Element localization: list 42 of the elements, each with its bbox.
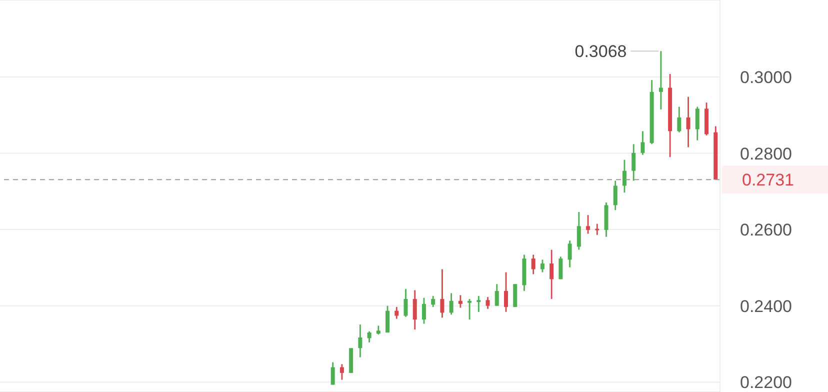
candlestick: [640, 130, 645, 156]
candlestick: [504, 272, 508, 313]
candlestick: [367, 330, 372, 344]
candlestick: [658, 50, 663, 110]
candlestick: [486, 296, 490, 310]
y-tick-label: 0.2200: [740, 373, 792, 392]
candlestick: [440, 268, 444, 318]
candlestick: [613, 180, 618, 211]
candlestick: [404, 288, 408, 318]
candlestick: [449, 292, 454, 316]
candlestick: [695, 106, 700, 142]
candlestick: [622, 159, 626, 194]
candlestick: [358, 324, 362, 358]
y-tick-label: 0.2600: [740, 220, 792, 240]
candlestick: [632, 143, 636, 182]
y-tick-label: 0.3000: [740, 68, 792, 88]
candlestick: [458, 294, 462, 308]
candlestick: [595, 223, 600, 236]
candlestick: [558, 256, 563, 280]
candlestick: [386, 305, 390, 334]
candlestick: [586, 214, 590, 234]
candlestick: [422, 297, 426, 324]
candlestick: [531, 254, 536, 275]
candlestick: [412, 289, 417, 330]
y-tick-label: 0.2800: [740, 144, 792, 164]
candlestick: [340, 363, 344, 380]
candlestick: [576, 211, 581, 250]
candlestick: [550, 249, 554, 300]
candlestick: [476, 295, 481, 313]
candlestick: [513, 283, 518, 308]
candlestick: [431, 295, 436, 308]
candlestick: [686, 96, 690, 148]
candlestick: [540, 258, 544, 273]
candlestick: [468, 298, 472, 320]
candlestick: [568, 240, 572, 268]
y-tick-label: 0.2400: [740, 296, 792, 316]
candlestick: [677, 106, 682, 134]
candlestick: [494, 283, 499, 307]
candlestick: [330, 362, 335, 386]
annotation: 0.3068: [574, 42, 627, 62]
ref-line-label: 0.2731: [742, 170, 794, 190]
candlestick: [394, 306, 399, 320]
